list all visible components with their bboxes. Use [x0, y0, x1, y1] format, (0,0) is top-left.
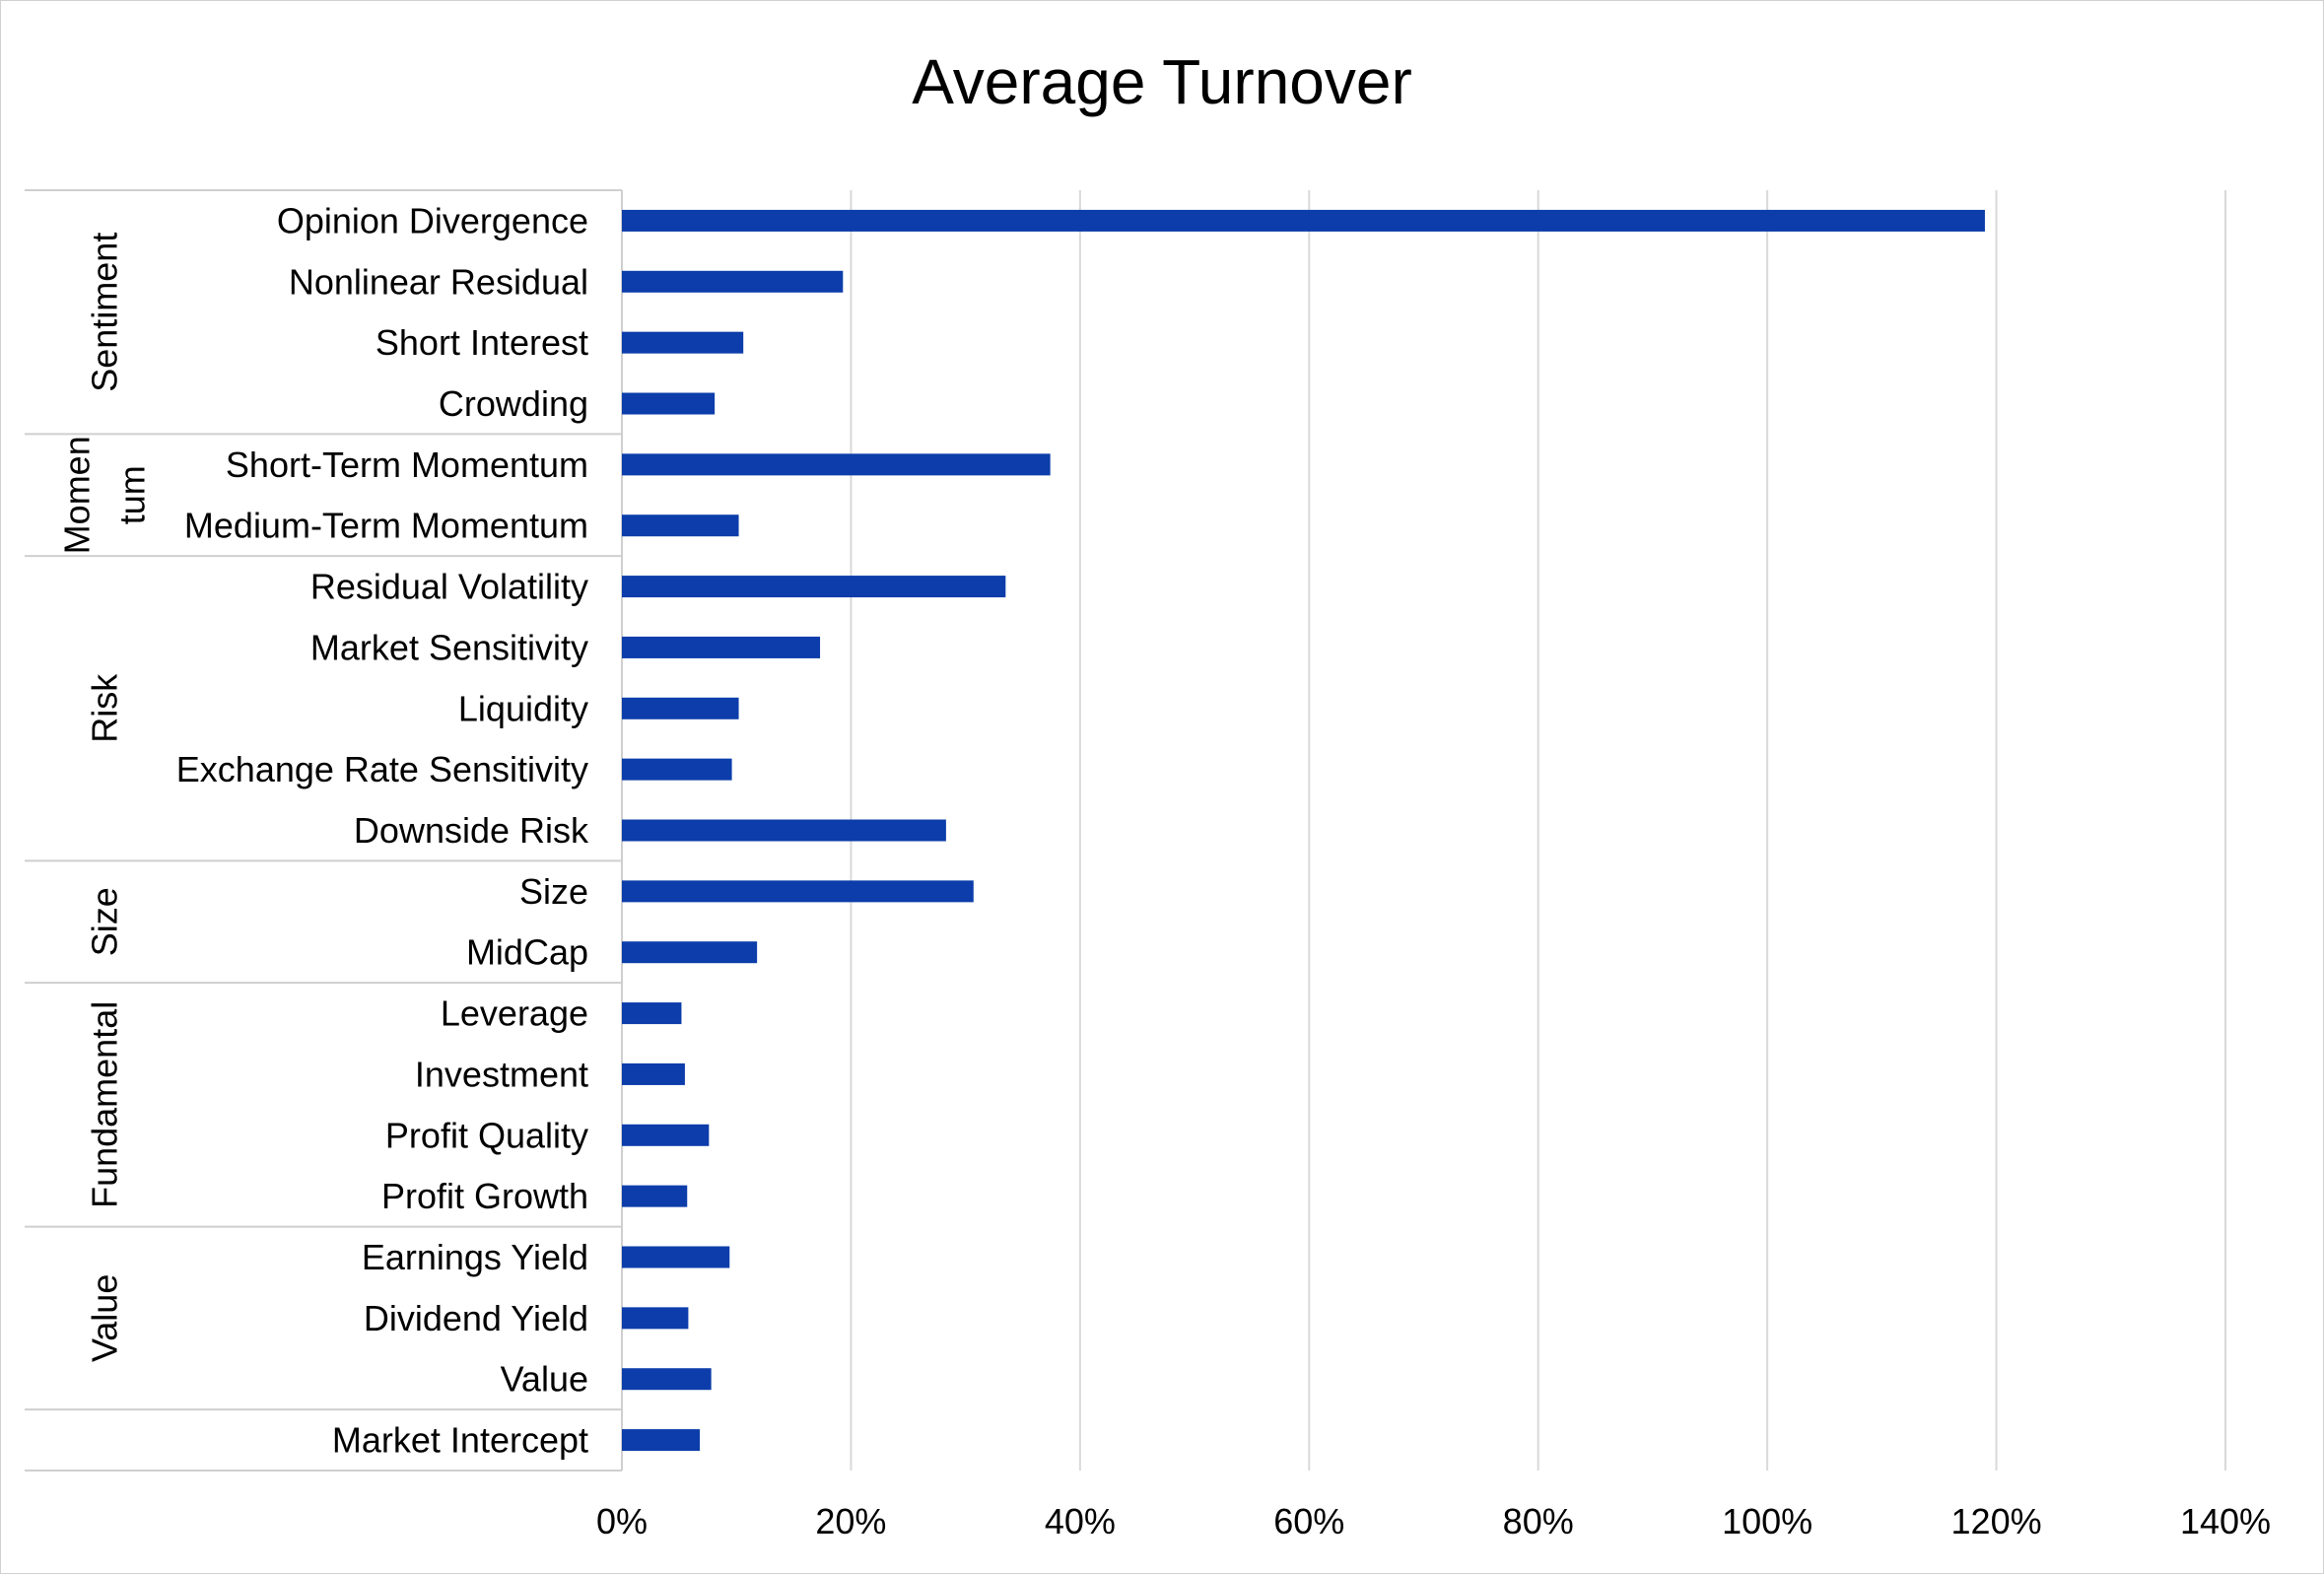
category-label: Exchange Rate Sensitivity [176, 749, 588, 789]
bar [622, 576, 1006, 598]
x-tick-label: 20% [815, 1501, 886, 1541]
category-label: Medium-Term Momentum [184, 506, 588, 546]
group-label: Fundamental [85, 1001, 125, 1208]
category-label: MidCap [466, 932, 588, 973]
category-label: Profit Quality [385, 1115, 588, 1155]
group-label: tum [112, 465, 153, 524]
category-label: Market Intercept [332, 1420, 588, 1461]
bar [622, 1246, 730, 1268]
bars [622, 209, 1985, 1452]
bar [622, 1185, 688, 1207]
group-label: Value [85, 1274, 125, 1362]
bar [622, 697, 739, 719]
bar [622, 1307, 689, 1330]
bar [622, 1368, 712, 1391]
bar [622, 1124, 710, 1146]
category-label: Liquidity [458, 688, 588, 728]
bar [622, 1002, 682, 1025]
category-label: Leverage [441, 993, 588, 1034]
group-label: Risk [85, 673, 125, 743]
bar [622, 880, 974, 903]
x-tick-label: 100% [1722, 1501, 1812, 1541]
x-tick-label: 0% [596, 1501, 648, 1541]
x-tick-label: 60% [1273, 1501, 1344, 1541]
category-labels: Opinion Divergence Nonlinear Residual Shor… [176, 200, 589, 1460]
category-label: Size [519, 871, 588, 912]
bar [622, 209, 1985, 232]
chart-title: Average Turnover [912, 46, 1412, 117]
bar [622, 270, 844, 293]
category-label: Dividend Yield [364, 1298, 588, 1338]
category-label: Short Interest [376, 322, 588, 363]
category-label: Opinion Divergence [277, 200, 588, 240]
category-label: Earnings Yield [362, 1237, 588, 1277]
category-label: Value [501, 1359, 588, 1400]
group-label: Size [85, 887, 125, 956]
category-groups: Sentiment Momen tum Risk Size Fundamental Valu… [25, 189, 622, 1471]
bar [622, 331, 744, 354]
category-label: Short-Term Momentum [226, 445, 588, 485]
bar [622, 941, 758, 964]
bar [622, 514, 739, 537]
category-label: Residual Volatility [310, 567, 588, 607]
x-axis-ticks: 0% 20% 40% 60% 80% 100% 120% 140% [596, 1501, 2271, 1541]
category-label: Crowding [439, 383, 588, 424]
group-label: Sentiment [85, 233, 125, 392]
x-tick-label: 80% [1503, 1501, 1574, 1541]
bar [622, 819, 946, 842]
category-label: Downside Risk [354, 810, 589, 851]
bar [622, 392, 716, 415]
category-label: Market Sensitivity [310, 627, 588, 667]
category-label: Investment [415, 1054, 588, 1094]
bar [622, 636, 821, 658]
bar [622, 1429, 701, 1452]
bar [622, 1062, 685, 1085]
group-label: Momen [57, 436, 98, 554]
category-label: Profit Growth [381, 1176, 588, 1216]
bar [622, 758, 732, 781]
category-label: Nonlinear Residual [289, 261, 588, 302]
x-tick-label: 120% [1951, 1501, 2042, 1541]
gridlines [621, 190, 2226, 1471]
x-tick-label: 140% [2180, 1501, 2271, 1541]
bar [622, 453, 1051, 476]
x-tick-label: 40% [1045, 1501, 1116, 1541]
